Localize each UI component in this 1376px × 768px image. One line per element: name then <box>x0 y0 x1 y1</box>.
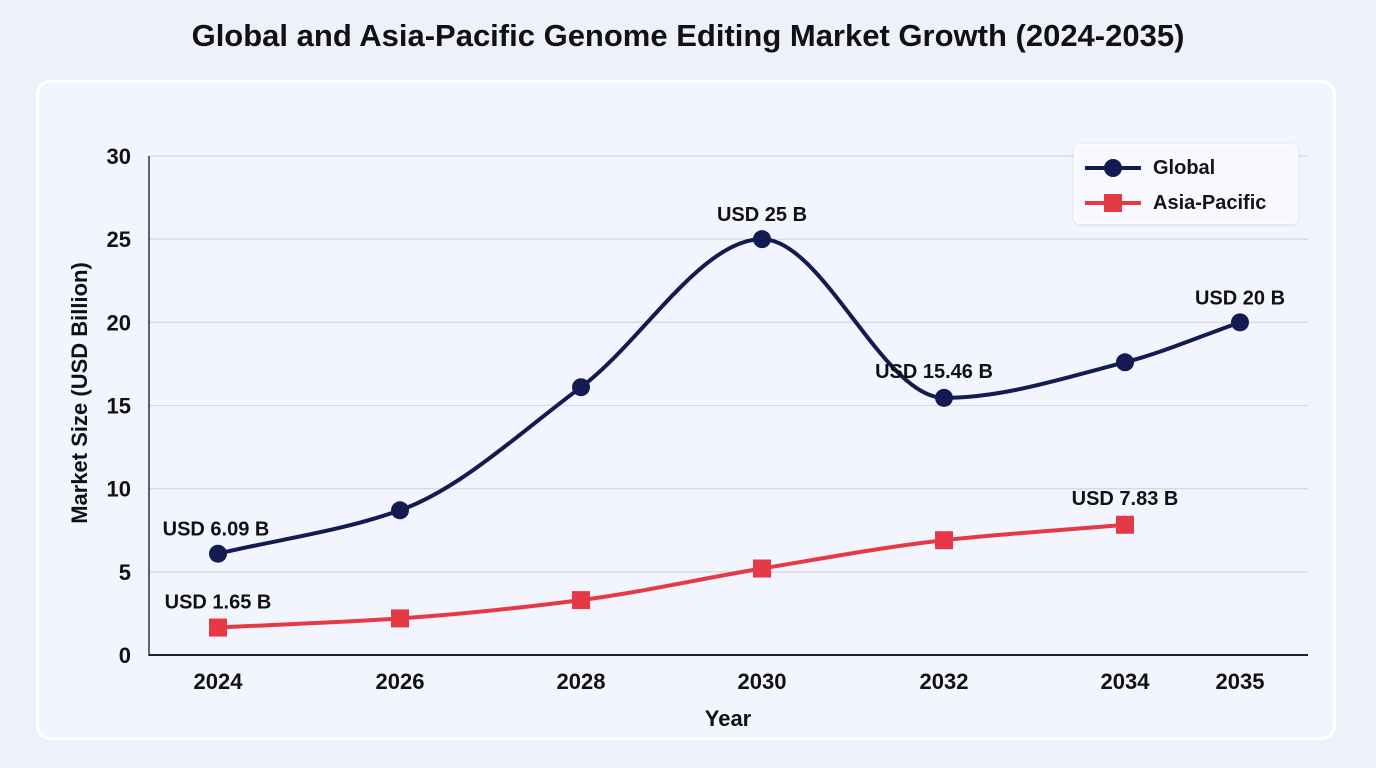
data-point-marker <box>209 618 227 637</box>
legend-label-asia-pacific: Asia-Pacific <box>1153 192 1267 214</box>
x-tick-label: 2030 <box>738 669 787 694</box>
x-tick-label: 2024 <box>194 669 244 694</box>
asia-pacific-line-swatch <box>1085 194 1141 212</box>
data-point-marker <box>753 559 771 578</box>
legend-item-global: Global <box>1083 153 1293 183</box>
y-tick-label: 0 <box>119 643 131 668</box>
data-point-marker <box>572 591 590 610</box>
x-tick-label: 2034 <box>1101 669 1151 694</box>
data-point-marker <box>1116 353 1134 372</box>
y-tick-labels: 0 5 10 15 20 25 30 <box>107 144 131 668</box>
data-point-marker <box>753 230 771 249</box>
x-tick-label: 2035 <box>1216 669 1265 694</box>
data-label: USD 7.83 B <box>1072 488 1179 510</box>
data-label: USD 15.46 B <box>875 361 993 383</box>
data-labels: USD 6.09 B USD 25 B USD 15.46 B USD 20 B USD… <box>163 204 1285 613</box>
series-lines <box>216 237 1242 630</box>
x-tick-label: 2026 <box>376 669 425 694</box>
data-point-marker <box>1116 515 1134 534</box>
y-tick-label: 15 <box>107 394 131 419</box>
legend-label-global: Global <box>1153 157 1216 179</box>
series-line-asia-pacific <box>216 522 1127 630</box>
y-tick-label: 10 <box>107 477 131 502</box>
data-point-marker <box>209 544 227 563</box>
data-point-marker <box>1231 313 1249 332</box>
x-tick-label: 2028 <box>557 669 606 694</box>
data-label: USD 25 B <box>717 204 807 226</box>
global-line-swatch <box>1085 159 1141 177</box>
legend-item-asia-pacific: Asia-Pacific <box>1083 188 1293 218</box>
y-axis-title: Market Size (USD Billion) <box>67 262 92 524</box>
data-label: USD 20 B <box>1195 287 1285 309</box>
data-point-marker <box>935 388 953 407</box>
y-tick-label: 25 <box>107 227 131 252</box>
x-tick-labels: 2024 2026 2028 2030 2032 2034 2035 <box>194 669 1265 694</box>
data-point-marker <box>935 531 953 550</box>
chart-legend: Global Asia-Pacific <box>1074 144 1298 224</box>
x-axis-title: Year <box>705 706 752 731</box>
y-tick-label: 30 <box>107 144 131 169</box>
chart-title: Global and Asia-Pacific Genome Editing M… <box>191 18 1185 53</box>
data-point-marker <box>391 609 409 628</box>
y-tick-label: 20 <box>107 310 131 335</box>
series-markers <box>209 230 1249 637</box>
x-tick-label: 2032 <box>920 669 969 694</box>
data-label: USD 6.09 B <box>163 519 270 541</box>
data-label: USD 1.65 B <box>165 592 272 614</box>
data-point-marker <box>572 378 590 397</box>
y-tick-label: 5 <box>119 560 131 585</box>
data-point-marker <box>391 501 409 520</box>
